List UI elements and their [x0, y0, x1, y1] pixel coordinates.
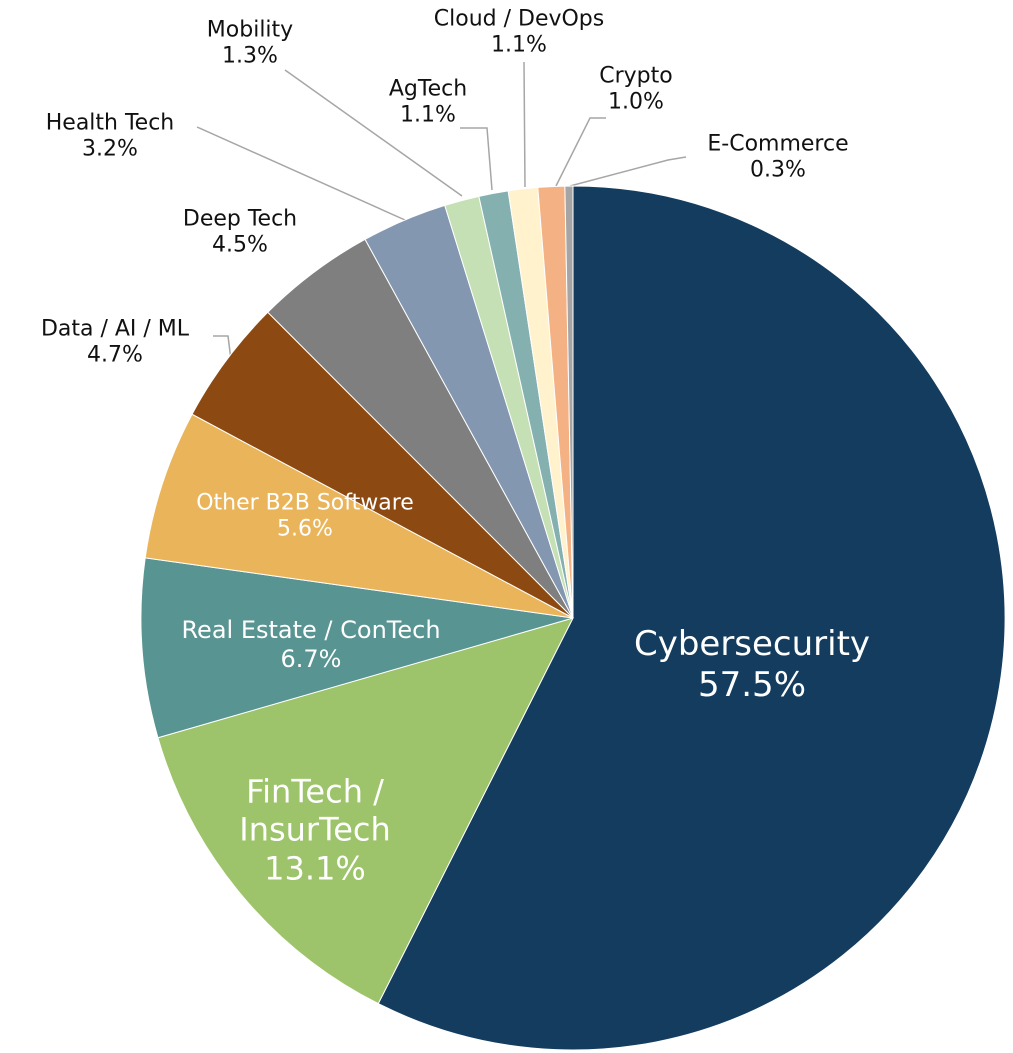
leader-line — [460, 127, 493, 191]
value-label: 57.5% — [697, 665, 806, 705]
slice-label: Health Tech 3.2% — [46, 111, 175, 164]
value-label: 5.6% — [277, 517, 333, 542]
pie-slice — [144, 413, 574, 619]
category-label: Real Estate / ConTech — [181, 616, 441, 645]
slice-label: FinTech / InsurTech 13.1% — [205, 772, 425, 887]
value-label: 3.2% — [82, 137, 138, 162]
category-label: AgTech — [388, 76, 468, 102]
category-label: Health Tech — [45, 110, 175, 136]
value-label: 0.3% — [750, 158, 806, 183]
value-label: 13.1% — [264, 849, 366, 888]
leader-line — [213, 335, 232, 361]
pie-slice — [377, 185, 1006, 1051]
category-label: Deep Tech — [182, 206, 298, 232]
category-label: FinTech / InsurTech — [239, 772, 391, 849]
category-label: Data / AI / ML — [40, 316, 190, 342]
category-label: E-Commerce — [707, 131, 849, 157]
slice-label: AgTech 1.1% — [389, 77, 467, 130]
slice-label: Cybersecurity 57.5% — [634, 624, 870, 706]
slice-label: Mobility 1.3% — [207, 18, 293, 71]
slice-label: Other B2B Software 5.6% — [196, 491, 414, 544]
category-label: Crypto — [599, 63, 673, 89]
leader-line — [569, 156, 687, 187]
slice-label: Real Estate / ConTech 6.7% — [181, 616, 440, 674]
leader-line — [555, 117, 606, 187]
value-label: 1.3% — [222, 44, 278, 69]
pie-slice — [564, 185, 574, 619]
value-label: 1.1% — [400, 103, 456, 128]
value-label: 1.1% — [491, 33, 547, 58]
value-label: 1.0% — [608, 90, 664, 115]
value-label: 6.7% — [280, 645, 342, 673]
leader-line — [523, 61, 526, 188]
value-label: 4.7% — [87, 343, 143, 368]
leader-line — [196, 126, 406, 221]
pie-slice — [157, 617, 574, 1005]
slice-label: Data / AI / ML 4.7% — [41, 317, 189, 370]
leader-lines — [196, 61, 687, 361]
category-label: Mobility — [206, 17, 294, 43]
leader-line — [284, 69, 463, 197]
slice-label: Deep Tech 4.5% — [183, 207, 297, 260]
category-label: Cloud / DevOps — [433, 6, 605, 32]
category-label: Other B2B Software — [196, 490, 414, 516]
slice-label: Cloud / DevOps 1.1% — [434, 7, 604, 60]
value-label: 4.5% — [212, 233, 268, 258]
slice-label: Crypto 1.0% — [599, 64, 672, 117]
category-label: Cybersecurity — [633, 624, 871, 665]
slice-label: E-Commerce 0.3% — [707, 132, 848, 185]
